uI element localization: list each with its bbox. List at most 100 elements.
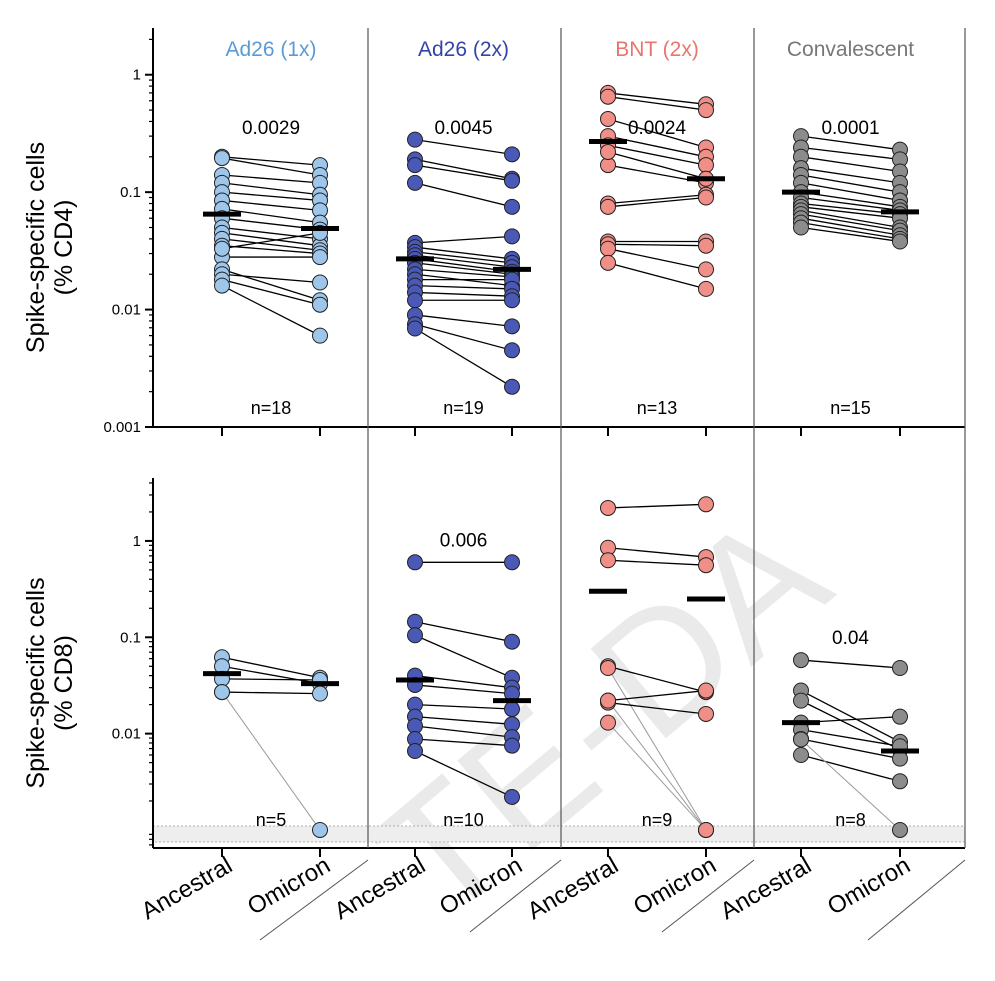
point-omicron [892, 773, 908, 790]
point-ancestral [214, 277, 230, 294]
point-omicron [312, 274, 328, 291]
pair-line [221, 226, 321, 240]
point-omicron [312, 685, 328, 702]
pair-line [800, 135, 901, 151]
point-omicron [892, 233, 908, 250]
pair-line [607, 92, 707, 105]
point-omicron [504, 198, 520, 215]
point-ancestral [600, 110, 616, 127]
point-omicron [504, 788, 520, 805]
point-ancestral [600, 143, 616, 160]
x-category-label: Ancestral [137, 852, 237, 925]
point-omicron [504, 633, 520, 650]
slanted-divider [259, 859, 369, 941]
y-axis-label: Spike-specific cells(% CD8) [22, 577, 78, 788]
point-ancestral [600, 240, 616, 257]
group-0: 0.0029 n=18 Ad26 (1x) [203, 38, 339, 418]
pair-line [414, 738, 513, 747]
pair-line [221, 268, 321, 301]
point-omicron [312, 296, 328, 313]
pair-line [414, 716, 513, 725]
point-omicron [312, 821, 328, 838]
group-1: 0.0045 n=19 Ad26 (2x) [396, 38, 531, 418]
group-1: 0.006 n=10 [396, 530, 531, 830]
pair-line [221, 691, 321, 831]
point-omicron [504, 378, 520, 395]
point-ancestral [793, 219, 809, 236]
point-omicron [892, 708, 908, 725]
point-ancestral [407, 627, 423, 644]
pair-line [800, 739, 901, 831]
pair-line [414, 684, 513, 695]
point-omicron [892, 659, 908, 676]
pair-line [800, 221, 901, 240]
y-axis-label-line: Spike-specific cells [22, 577, 50, 788]
pair-line [221, 665, 321, 685]
pair-line [800, 754, 901, 782]
pair-line [414, 139, 513, 155]
y-tick-label: 0.01 [112, 726, 141, 743]
pair-line [221, 199, 321, 211]
pair-line [414, 634, 513, 679]
point-omicron [698, 280, 714, 297]
pair-line [414, 327, 513, 388]
point-omicron [698, 237, 714, 254]
y-tick-label: 1 [133, 67, 141, 84]
group-3: 0.0001 n=15 Convalescent [782, 38, 919, 418]
pair-line [221, 157, 321, 176]
point-omicron [504, 554, 520, 571]
point-omicron [698, 157, 714, 174]
point-ancestral [600, 714, 616, 731]
n-count-label: n=5 [256, 810, 287, 830]
point-omicron [504, 701, 520, 718]
p-value-label: 0.0001 [821, 118, 879, 139]
p-value-label: 0.0045 [434, 118, 492, 139]
pair-line [221, 232, 321, 250]
point-omicron [504, 737, 520, 754]
pair-line [221, 285, 321, 337]
point-ancestral [600, 692, 616, 709]
pair-line [800, 226, 901, 243]
pair-line [414, 725, 513, 738]
y-axis-label-line: (% CD8) [50, 635, 78, 731]
y-axis-label-line: Spike-specific cells [22, 142, 50, 353]
point-ancestral [600, 552, 616, 569]
x-category-label: Omicron [823, 852, 915, 921]
pair-line [800, 700, 901, 751]
p-value-label: 0.0029 [242, 118, 300, 139]
point-omicron [698, 705, 714, 722]
pair-line [414, 703, 513, 710]
point-ancestral [407, 320, 423, 337]
point-ancestral [600, 659, 616, 676]
point-omicron [504, 228, 520, 245]
n-count-label: n=8 [835, 810, 866, 830]
point-ancestral [214, 684, 230, 701]
slanted-divider [469, 859, 562, 933]
pair-line [800, 196, 901, 211]
pair-line [221, 278, 321, 306]
point-omicron [698, 557, 714, 574]
pair-line [800, 206, 901, 219]
pair-line [800, 182, 901, 202]
group-title: Ad26 (2x) [418, 38, 509, 61]
pair-line [607, 248, 707, 271]
pair-line [221, 232, 321, 247]
point-omicron [698, 821, 714, 838]
pair-line [221, 208, 321, 224]
n-count-label: n=9 [642, 810, 673, 830]
pair-line [800, 146, 901, 161]
y-tick-label: 0.01 [112, 302, 141, 319]
pair-line [221, 238, 321, 251]
pair-line [607, 144, 707, 166]
y-tick-label: 0.1 [120, 184, 141, 201]
pair-line [221, 691, 321, 695]
pair-line [607, 151, 707, 180]
point-ancestral [407, 157, 423, 174]
point-ancestral [407, 292, 423, 309]
n-count-label: n=10 [443, 810, 484, 830]
pair-line [221, 156, 321, 166]
pair-line [221, 174, 321, 184]
pair-line [221, 678, 321, 681]
n-count-label: n=18 [251, 398, 292, 418]
